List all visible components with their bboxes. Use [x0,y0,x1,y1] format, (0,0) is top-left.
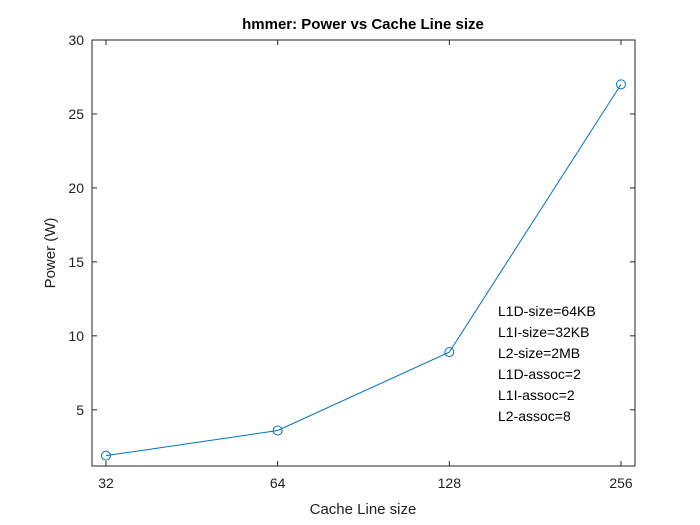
annotation-line: L2-assoc=8 [498,408,571,424]
y-tick-label: 5 [76,402,84,418]
x-axis-label: Cache Line size [310,501,417,518]
annotation-line: L1I-size=32KB [498,324,589,340]
y-axis-label: Power (W) [42,218,59,289]
annotation-line: L1I-assoc=2 [498,387,575,403]
y-tick-label: 10 [68,328,84,344]
y-tick-label: 20 [68,180,84,196]
axis-ticks: 32 64 128 256 5 10 15 20 25 30 [68,32,635,491]
annotation-text: L1D-size=64KB L1I-size=32KB L2-size=2MB L1D… [498,303,596,424]
data-point [272,425,283,436]
y-tick-label: 30 [68,32,84,48]
data-point [444,347,455,358]
y-tick-label: 25 [68,106,84,122]
annotation-line: L1D-assoc=2 [498,366,581,382]
annotation-line: L2-size=2MB [498,345,580,361]
x-tick-label: 256 [609,475,633,491]
x-tick-label: 64 [270,475,286,491]
data-point [616,79,626,90]
annotation-line: L1D-size=64KB [498,303,596,319]
series-line [105,84,622,457]
plot-area [91,39,636,467]
data-point [101,450,111,461]
x-tick-label: 32 [98,475,114,491]
series-group [101,79,626,461]
chart-title: hmmer: Power vs Cache Line size [242,16,484,33]
x-tick-label: 128 [438,475,462,491]
y-tick-label: 15 [68,254,84,270]
